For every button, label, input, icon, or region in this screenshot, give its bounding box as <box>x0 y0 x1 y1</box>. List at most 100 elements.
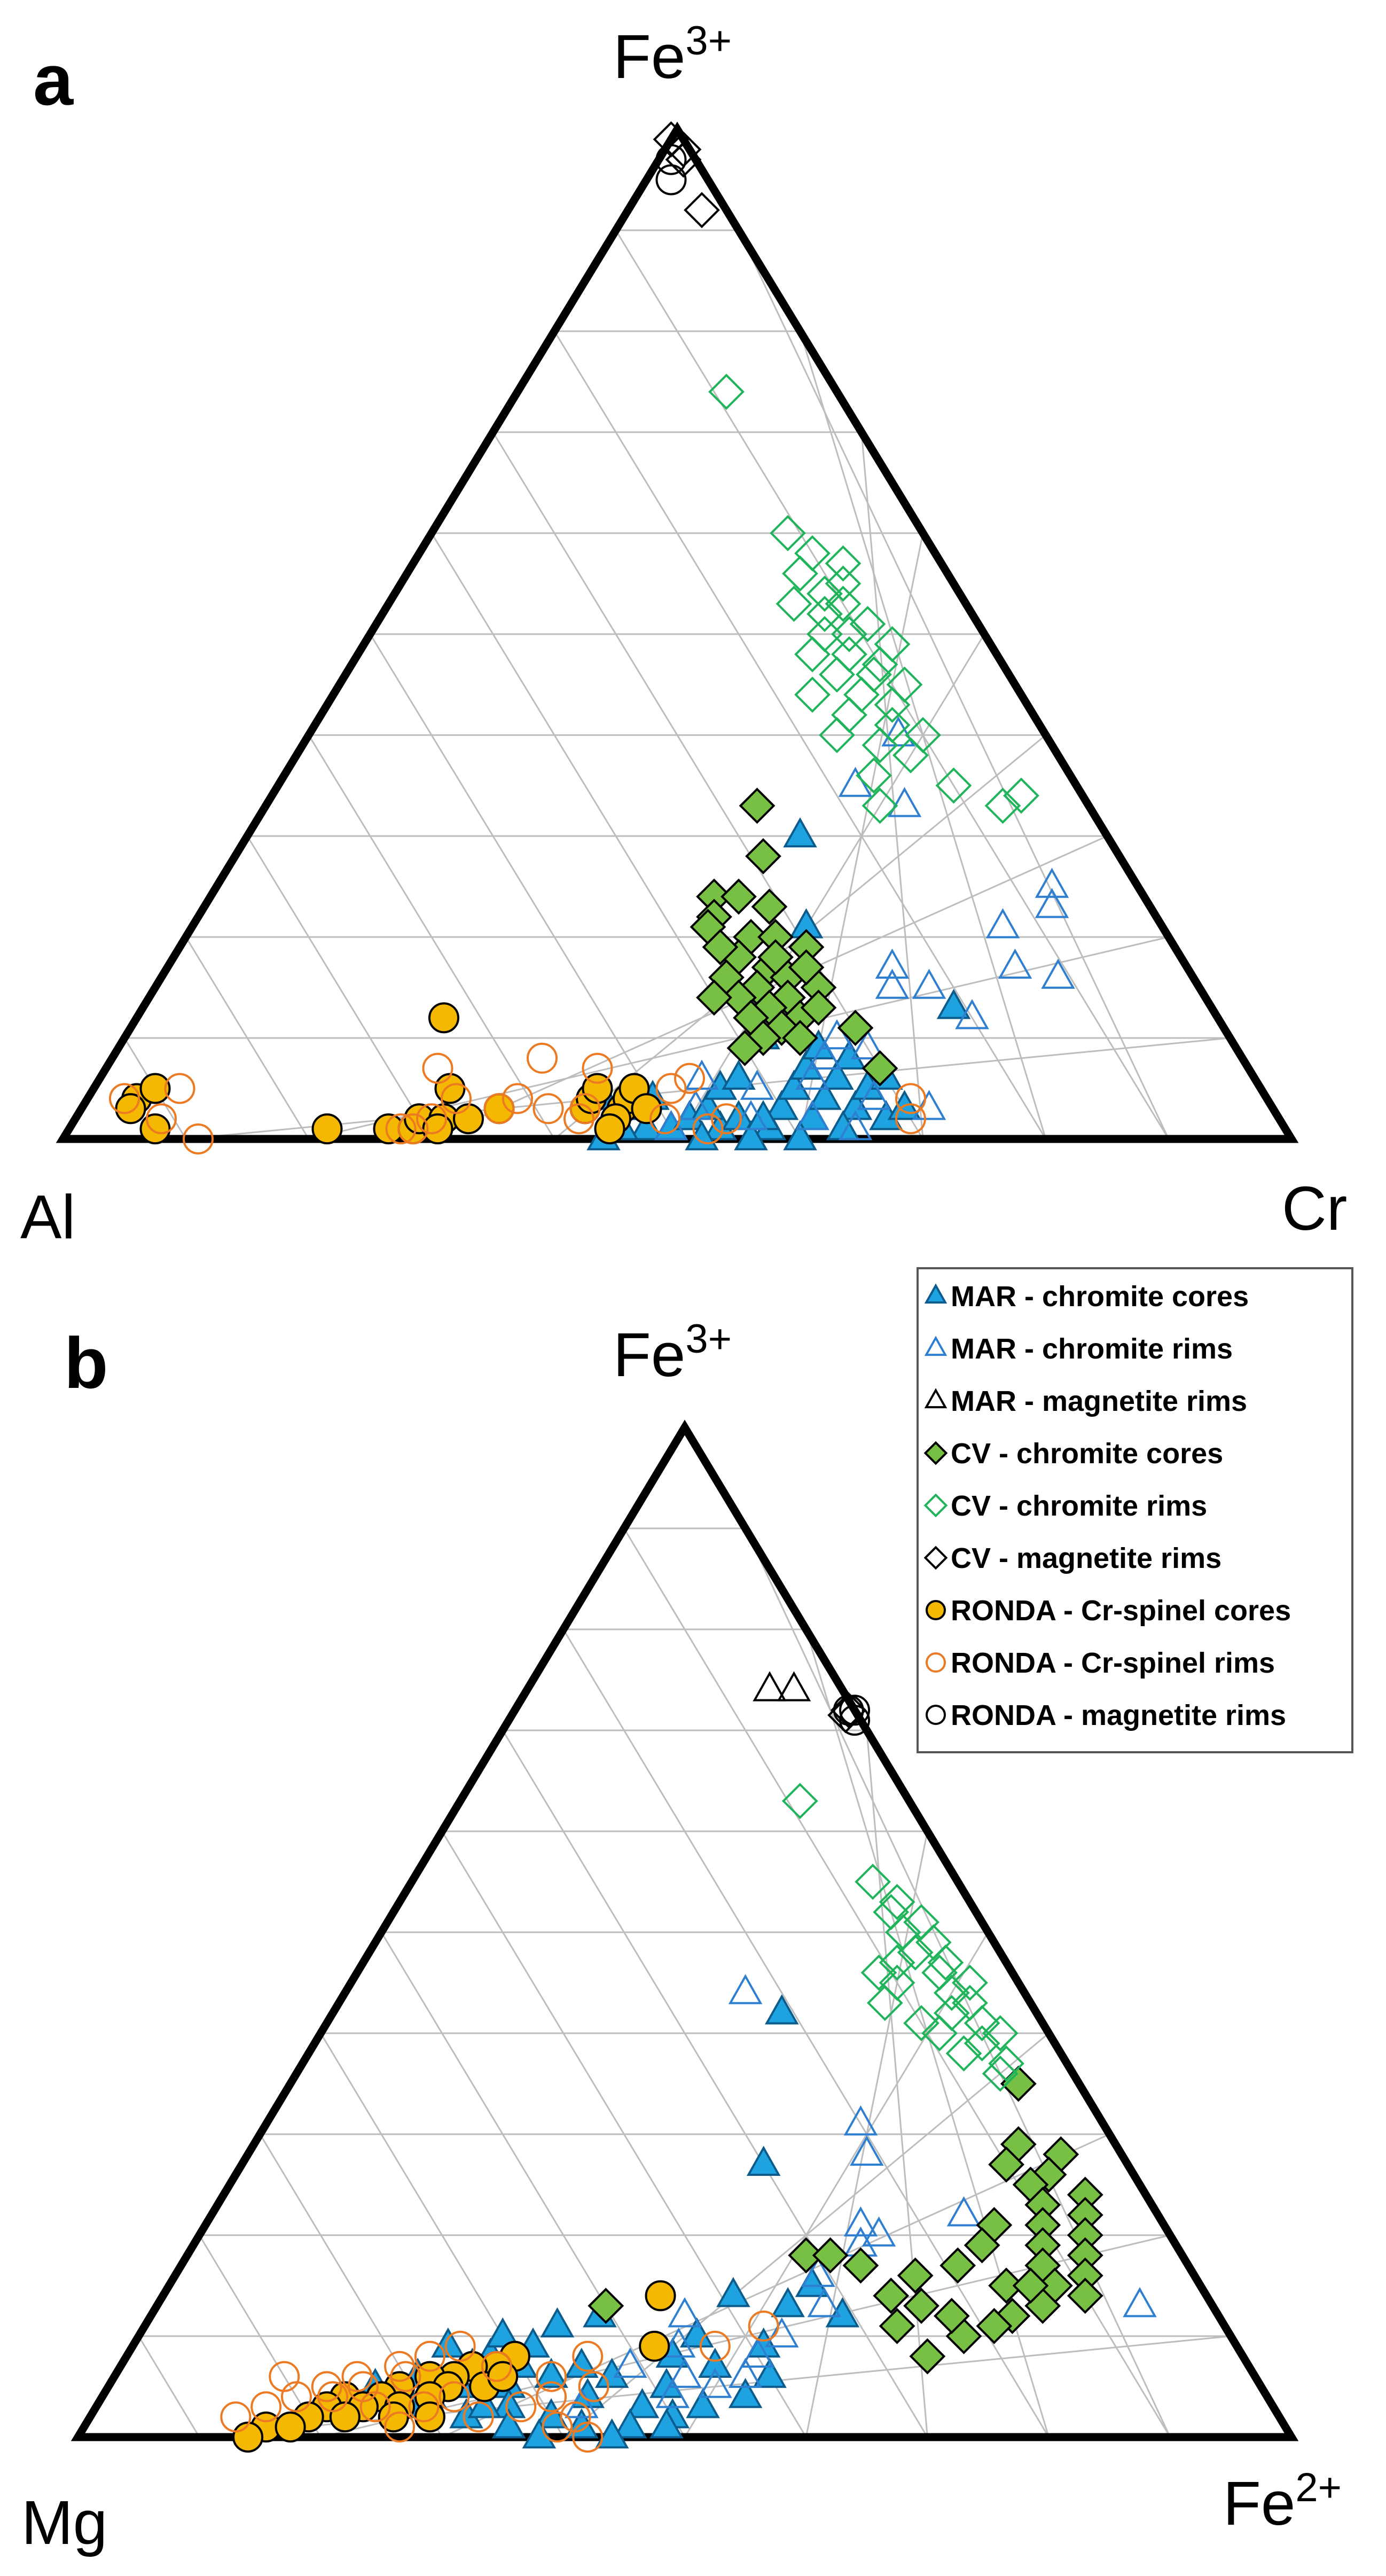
legend-marker-mar_mag <box>924 1388 948 1409</box>
data-point-ronda_cores <box>639 2330 670 2362</box>
data-point-cv_rims <box>933 1974 970 2011</box>
data-point-cv_cores <box>745 838 781 875</box>
legend-marker-ronda_rims <box>926 1652 946 1673</box>
data-point-cv_cores <box>702 929 739 965</box>
data-point-ronda_rims <box>481 2351 512 2382</box>
data-point-cv_rims <box>855 1863 891 1900</box>
data-point-mar_rims <box>946 2196 981 2227</box>
data-point-mar_rims <box>661 2327 696 2358</box>
legend-label-mar_mag: MAR - magnetite rims <box>951 1385 1247 1417</box>
data-point-mar_rims <box>740 2337 775 2368</box>
data-point-cv_cores <box>788 949 825 986</box>
panel-letter-b: b <box>64 1323 108 1403</box>
data-point-cv_rims <box>879 1884 915 1921</box>
data-point-mar_rims <box>685 1059 719 1090</box>
data-point-mar_cores <box>746 2145 781 2176</box>
data-point-cv_rims <box>794 676 831 713</box>
data-point-mar_rims <box>985 908 1020 939</box>
data-point-mar_cores <box>764 1994 799 2025</box>
data-point-cv_mag <box>665 141 702 178</box>
legend-label-cv_cores: CV - chromite cores <box>951 1438 1223 1470</box>
data-point-mar_cores <box>491 2408 526 2439</box>
data-point-mar_cores <box>625 2388 660 2418</box>
data-point-cv_cores <box>696 979 732 1016</box>
data-point-cv_rims <box>860 1954 897 1991</box>
data-point-cv_rims <box>862 646 898 683</box>
data-point-mar_cores <box>486 2317 520 2348</box>
data-point-ronda_rims <box>250 2391 282 2423</box>
data-point-mar_rims <box>862 2216 896 2247</box>
data-point-mar_rims <box>807 2287 842 2317</box>
data-point-ronda_rims <box>408 2391 440 2423</box>
data-point-cv_rims <box>964 2025 1000 2062</box>
data-point-ronda_rims <box>572 2340 604 2372</box>
vertex-top-b-base: Fe <box>613 1320 685 1390</box>
data-point-ronda_rims <box>416 1103 447 1135</box>
data-point-mar_rims <box>678 1090 713 1120</box>
data-point-ronda_cores <box>329 2401 361 2433</box>
data-point-ronda_rims <box>572 2422 604 2453</box>
data-point-ronda_rims <box>582 1052 613 1084</box>
grid-line <box>380 1932 686 2438</box>
vertex-label-right-a: Cr <box>1282 1174 1347 1243</box>
data-point-mar_rims <box>875 969 910 999</box>
data-point-cv_cores <box>726 1030 763 1066</box>
grid-line <box>738 230 1170 1139</box>
data-point-mar_cores <box>629 1110 664 1141</box>
vertex-label-left-a: Al <box>20 1182 75 1252</box>
data-point-mar_cores <box>728 2378 763 2408</box>
data-point-cv_cores <box>842 2247 879 2284</box>
data-point-mar_rims <box>955 999 989 1029</box>
data-points-b <box>220 1671 1157 2453</box>
grid-line <box>441 1831 807 2438</box>
vertex-right-b-sup: 2+ <box>1295 2465 1342 2510</box>
vertex-top-a-base: Fe <box>613 22 685 91</box>
data-point-cv_rims <box>819 717 855 753</box>
data-point-cv_rims <box>897 1934 934 1971</box>
data-point-cv_rims <box>874 707 911 743</box>
data-point-mar_cores <box>534 2358 568 2388</box>
data-point-ronda_mag <box>655 164 687 196</box>
data-point-cv_cores <box>782 1020 818 1056</box>
data-point-ronda_mag <box>839 1705 871 1736</box>
legend-label-mar_rims: MAR - chromite rims <box>951 1333 1233 1365</box>
legend-label-mar_cores: MAR - chromite cores <box>951 1281 1249 1313</box>
data-point-mar_rims <box>850 2135 884 2166</box>
data-point-ronda_rims <box>536 2381 567 2413</box>
data-point-cv_cores <box>862 1050 898 1087</box>
data-point-cv_cores <box>812 2237 849 2274</box>
data-point-mar_cores <box>936 989 971 1019</box>
data-point-cv_cores <box>879 2308 915 2344</box>
data-point-mar_rims <box>912 969 946 999</box>
data-point-cv_rims <box>982 2015 1019 2051</box>
data-point-mar_cores <box>679 2317 714 2348</box>
data-point-cv_rims <box>984 787 1021 824</box>
data-point-cv_cores <box>897 2257 934 2294</box>
legend-marker-cv_cores <box>923 1441 948 1465</box>
data-point-ronda_rims <box>414 2340 445 2372</box>
data-point-cv_cores <box>788 2237 825 2274</box>
data-point-ronda_rims <box>502 1083 533 1114</box>
data-point-mar_cores <box>783 817 817 848</box>
grid-lines-a <box>123 229 1231 1140</box>
data-point-cv_rims <box>782 555 818 592</box>
data-point-cv_rims <box>825 565 862 602</box>
data-point-ronda_rims <box>441 1083 472 1114</box>
vertex-label-left-b: Mg <box>21 2488 107 2557</box>
data-point-mar_cores <box>832 1039 866 1070</box>
data-point-ronda_rims <box>390 2361 421 2392</box>
data-point-cv_rims <box>843 676 880 713</box>
data-point-ronda_rims <box>563 1103 594 1135</box>
data-point-ronda_rims <box>341 2361 373 2392</box>
data-point-cv_rims <box>770 515 806 551</box>
data-point-mar_cores <box>686 2388 720 2418</box>
grid-line <box>138 2336 200 2438</box>
data-point-cv_rims <box>988 2045 1024 2082</box>
data-point-mar_rims <box>998 948 1032 979</box>
legend-marker-ronda_cores <box>926 1600 946 1620</box>
data-point-ronda_rims <box>146 1103 177 1135</box>
data-point-cv_cores <box>939 2247 976 2284</box>
data-point-mar_rims <box>613 2347 647 2378</box>
data-point-mar_rims <box>801 2257 835 2287</box>
data-point-mar_rims <box>1041 958 1075 989</box>
